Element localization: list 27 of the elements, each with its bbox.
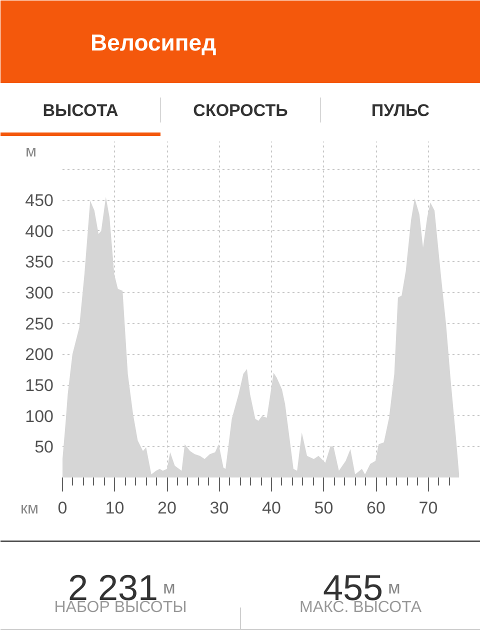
y-tick-label: 450 [25,191,54,210]
text: м [388,578,400,598]
y-tick-label: 300 [25,284,54,303]
x-tick-label: 50 [314,498,334,518]
y-tick-label: 150 [25,376,54,396]
y-tick-label: 250 [25,314,54,334]
x-tick-label: 70 [418,498,438,518]
text: ВЫСОТА [42,101,118,120]
text: м [163,578,176,598]
x-tick-label: 60 [366,498,386,518]
x-tick-label: 30 [210,498,229,518]
text: МАКС. ВЫСОТА [300,599,422,616]
x-axis-title: км [20,500,38,518]
y-tick-label: 350 [25,252,54,272]
x-tick-label: 0 [58,498,68,518]
x-tick-label: 40 [262,498,281,518]
y-tick-label: 100 [25,406,54,426]
x-tick-label: 20 [158,498,176,518]
y-tick-label: 200 [25,345,54,364]
chart-title: Велосипед [90,30,217,56]
x-tick-label: 10 [105,498,124,518]
text: ПУЛЬС [371,101,430,120]
y-tick-label: 400 [25,222,54,241]
text: СКОРОСТЬ [193,101,288,120]
text: НАБОР ВЫСОТЫ [54,599,187,616]
y-tick-label: 50 [34,438,54,457]
y-axis-title: м [26,144,36,160]
